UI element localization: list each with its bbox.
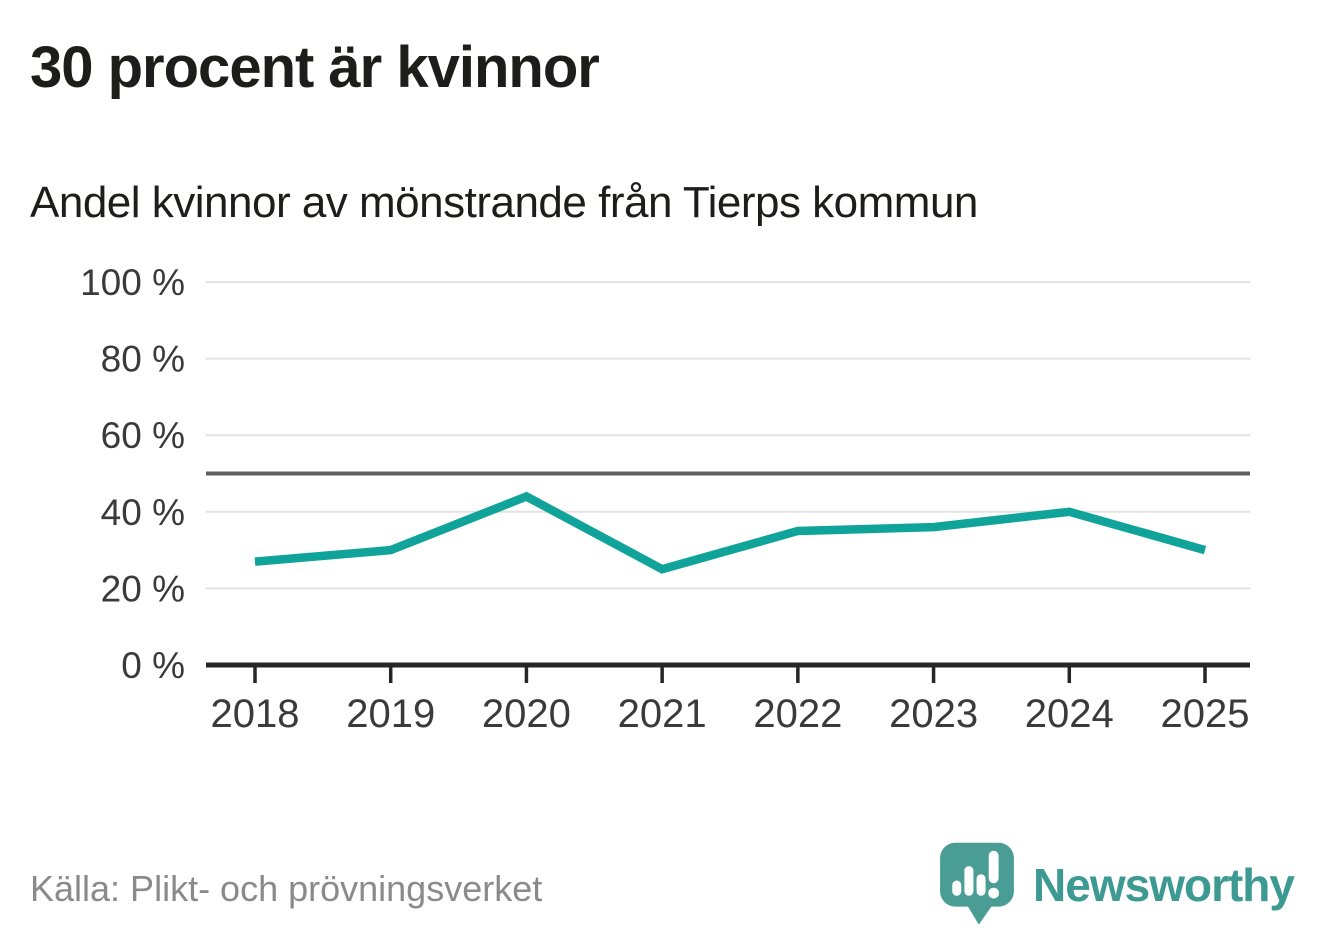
newsworthy-bubble-chart-icon xyxy=(940,842,1014,925)
x-tick-label: 2023 xyxy=(889,692,978,736)
page-title: 30 procent är kvinnor xyxy=(30,35,600,100)
x-tick-label: 2025 xyxy=(1161,692,1250,736)
x-tick-label: 2022 xyxy=(753,692,842,736)
data-line-andel-kvinnor xyxy=(254,491,1207,574)
bar-1 xyxy=(952,880,962,896)
line-chart: 2018 2019 2020 2021 2022 2023 2024 2025 0 % 20 % 4… xyxy=(80,262,1250,736)
x-tick-label: 2021 xyxy=(618,692,707,736)
newsworthy-wordmark: Newsworthy xyxy=(1033,859,1295,911)
y-tick-label: 60 % xyxy=(101,415,185,456)
x-tick-label: 2024 xyxy=(1025,692,1114,736)
y-tick-label: 0 % xyxy=(121,645,185,686)
x-tick-label: 2020 xyxy=(482,692,571,736)
y-tick-label: 100 % xyxy=(80,262,185,303)
source-note: Källa: Plikt- och prövningsverket xyxy=(30,868,543,909)
x-tick-label: 2018 xyxy=(211,692,300,736)
newsworthy-logo: Newsworthy xyxy=(937,840,1295,930)
chart-subtitle: Andel kvinnor av mönstrande från Tierps … xyxy=(30,178,978,227)
y-tick-label: 20 % xyxy=(101,568,185,609)
y-tick-label: 40 % xyxy=(101,492,185,533)
bar-2 xyxy=(964,866,974,896)
exclamation-dot xyxy=(988,887,1000,899)
exclamation-bar xyxy=(988,850,999,884)
x-tick-label: 2019 xyxy=(346,692,435,736)
y-tick-label: 80 % xyxy=(101,339,185,380)
bar-3 xyxy=(976,874,986,896)
